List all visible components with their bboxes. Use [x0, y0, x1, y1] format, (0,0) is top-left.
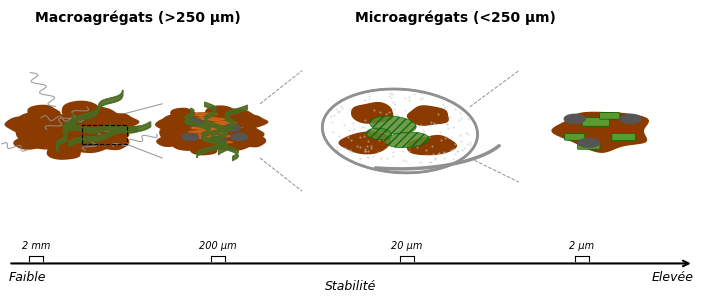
Text: Stabilité: Stabilité: [325, 280, 377, 293]
Polygon shape: [171, 109, 197, 120]
Polygon shape: [191, 143, 217, 155]
Text: Elevée: Elevée: [651, 271, 694, 284]
Polygon shape: [339, 132, 390, 154]
Polygon shape: [187, 120, 238, 142]
Ellipse shape: [385, 132, 429, 148]
Polygon shape: [28, 105, 60, 120]
Polygon shape: [241, 116, 267, 128]
Ellipse shape: [187, 130, 228, 135]
Ellipse shape: [197, 134, 232, 140]
Text: 2 μm: 2 μm: [569, 241, 595, 251]
Polygon shape: [76, 108, 124, 130]
Polygon shape: [216, 121, 234, 128]
FancyBboxPatch shape: [600, 112, 620, 119]
FancyBboxPatch shape: [578, 143, 600, 149]
Polygon shape: [222, 109, 247, 120]
Ellipse shape: [190, 125, 232, 131]
Circle shape: [231, 133, 248, 140]
Polygon shape: [216, 133, 234, 141]
Polygon shape: [160, 127, 191, 140]
Polygon shape: [62, 131, 113, 152]
Polygon shape: [157, 136, 183, 146]
Text: 20 μm: 20 μm: [391, 241, 423, 251]
FancyBboxPatch shape: [612, 133, 635, 140]
Circle shape: [578, 138, 600, 147]
Polygon shape: [163, 114, 202, 129]
Text: Microagrégats (<250 μm): Microagrégats (<250 μm): [355, 10, 556, 25]
Polygon shape: [86, 125, 128, 142]
Polygon shape: [220, 110, 258, 127]
Text: Macroagrégats (>250 μm): Macroagrégats (>250 μm): [35, 10, 241, 25]
Polygon shape: [5, 117, 39, 133]
Ellipse shape: [185, 133, 209, 137]
Ellipse shape: [194, 117, 228, 121]
Ellipse shape: [370, 116, 416, 134]
Polygon shape: [156, 119, 182, 131]
Circle shape: [620, 114, 641, 123]
Circle shape: [185, 118, 202, 126]
Polygon shape: [352, 103, 392, 123]
Ellipse shape: [190, 112, 218, 116]
Polygon shape: [187, 121, 206, 129]
Text: 2 mm: 2 mm: [22, 241, 51, 251]
Circle shape: [210, 136, 227, 143]
Ellipse shape: [366, 128, 392, 140]
Circle shape: [182, 133, 199, 140]
Polygon shape: [105, 114, 139, 130]
Polygon shape: [28, 130, 71, 149]
Polygon shape: [239, 136, 265, 147]
Polygon shape: [407, 106, 448, 125]
FancyBboxPatch shape: [582, 118, 609, 126]
Polygon shape: [230, 127, 264, 140]
Ellipse shape: [203, 139, 234, 143]
Polygon shape: [552, 112, 648, 152]
Polygon shape: [206, 106, 234, 119]
Ellipse shape: [218, 126, 239, 130]
Polygon shape: [75, 106, 107, 120]
Polygon shape: [37, 115, 110, 147]
FancyBboxPatch shape: [564, 134, 585, 140]
Polygon shape: [173, 135, 206, 150]
Polygon shape: [14, 137, 46, 149]
Polygon shape: [62, 101, 99, 118]
Ellipse shape: [322, 89, 477, 173]
Text: Faible: Faible: [8, 271, 46, 284]
Polygon shape: [96, 136, 128, 150]
Ellipse shape: [199, 121, 237, 126]
Polygon shape: [16, 125, 54, 141]
Polygon shape: [47, 144, 80, 159]
Polygon shape: [408, 136, 456, 155]
Polygon shape: [17, 112, 67, 131]
Circle shape: [224, 124, 241, 132]
Circle shape: [564, 114, 585, 123]
Polygon shape: [214, 134, 253, 150]
Text: 200 μm: 200 μm: [199, 241, 237, 251]
